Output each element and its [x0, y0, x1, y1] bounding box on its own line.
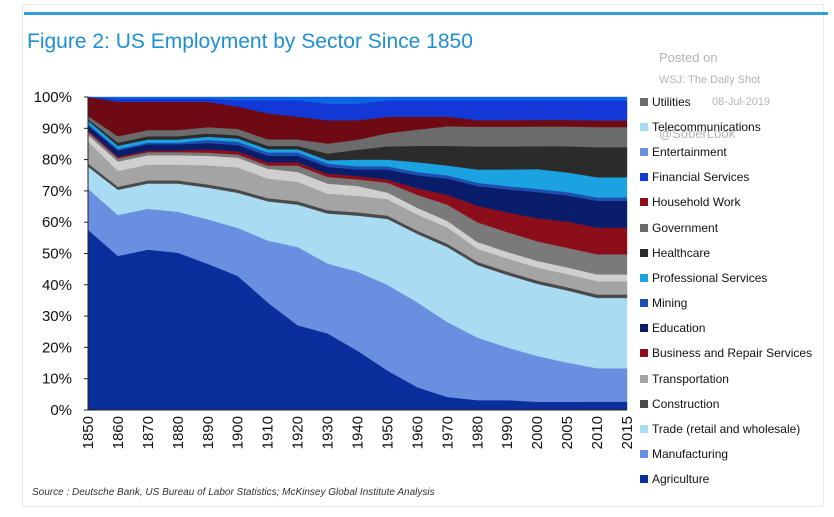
legend-label: Mining [652, 296, 688, 311]
x-tick-label: 1980 [469, 416, 486, 449]
x-tick-label: 1880 [170, 416, 187, 449]
y-tick-label: 0% [50, 402, 72, 419]
x-tick-label: 2015 [619, 416, 636, 449]
x-tick-label: 1910 [260, 416, 277, 449]
legend-label: Education [652, 321, 706, 336]
legend-item: Utilities [640, 89, 812, 114]
legend-item: Trade (retail and wholesale) [640, 416, 812, 441]
x-tick-label: 1920 [290, 416, 307, 449]
x-tick-label: 1970 [439, 416, 456, 449]
y-tick-label: 70% [42, 183, 72, 200]
y-tick-label: 40% [42, 277, 72, 294]
y-tick-label: 100% [34, 89, 72, 106]
legend-item: Professional Services [640, 265, 812, 290]
legend-swatch [640, 475, 648, 484]
header-rule [24, 12, 828, 15]
legend-swatch [640, 324, 648, 333]
y-tick-label: 10% [42, 371, 72, 388]
legend-swatch [640, 147, 648, 156]
x-tick-label: 1850 [80, 416, 97, 449]
legend-label: Entertainment [652, 144, 727, 159]
legend-item: Government [640, 215, 812, 240]
legend-swatch [640, 273, 648, 282]
legend-swatch [640, 349, 648, 358]
legend-swatch [640, 248, 648, 257]
legend-swatch [640, 425, 648, 434]
legend-item: Healthcare [640, 240, 812, 265]
x-tick-label: 1860 [110, 416, 127, 449]
x-tick-label: 1890 [200, 416, 217, 449]
legend-item: Business and Repair Services [640, 341, 812, 366]
legend-item: Agriculture [640, 467, 812, 492]
y-tick-label: 20% [42, 339, 72, 356]
x-tick-label: 2000 [529, 416, 546, 449]
legend-label: Financial Services [652, 170, 750, 185]
legend-swatch [640, 299, 648, 308]
y-tick-label: 50% [42, 246, 72, 263]
x-tick-label: 1990 [499, 416, 516, 449]
y-tick-label: 60% [42, 214, 72, 231]
y-tick-label: 30% [42, 308, 72, 325]
legend-swatch [640, 97, 648, 106]
legend-item: Telecommunications [640, 114, 812, 139]
legend-item: Household Work [640, 190, 812, 215]
legend-label: Healthcare [652, 245, 711, 260]
legend-item: Mining [640, 291, 812, 316]
x-tick-label: 1940 [350, 416, 367, 449]
legend-item: Education [640, 316, 812, 341]
watermark-source: WSJ: The Daily Shot [659, 74, 761, 86]
legend-swatch [640, 223, 648, 232]
watermark-posted: Posted on [659, 50, 718, 65]
x-tick-label: 1870 [140, 416, 157, 449]
y-tick-label: 80% [42, 152, 72, 169]
legend-swatch [640, 374, 648, 383]
legend-label: Construction [652, 396, 720, 411]
area-utilities [87, 96, 628, 104]
source-note: Source : Deutsche Bank, US Bureau of Lab… [32, 487, 435, 498]
legend-swatch [640, 198, 648, 207]
x-tick-label: 1950 [379, 416, 396, 449]
legend-label: Professional Services [652, 270, 768, 285]
legend-label: Business and Repair Services [652, 346, 813, 361]
legend-label: Manufacturing [652, 447, 729, 462]
legend-swatch [640, 399, 648, 408]
watermark-handle: @SoberLook [659, 126, 736, 141]
legend-item: Financial Services [640, 165, 812, 190]
legend-swatch [640, 450, 648, 459]
legend-swatch [640, 122, 648, 131]
x-tick-label: 1960 [409, 416, 426, 449]
x-tick-label: 2005 [559, 416, 576, 449]
legend-swatch [640, 173, 648, 182]
x-tick-label: 1900 [230, 416, 247, 449]
chart-legend: Utilities Telecommunications Entertainment… [640, 89, 812, 492]
legend-label: Utilities [652, 94, 691, 109]
legend-label: Government [652, 220, 719, 235]
x-tick-label: 1930 [320, 416, 337, 449]
x-tick-label: 2010 [589, 416, 606, 449]
legend-label: Telecommunications [652, 119, 761, 134]
legend-item: Transportation [640, 366, 812, 391]
legend-label: Agriculture [652, 472, 710, 487]
legend-item: Construction [640, 391, 812, 416]
y-tick-label: 90% [42, 120, 72, 137]
legend-label: Trade (retail and wholesale) [652, 422, 801, 437]
legend-item: Manufacturing [640, 442, 812, 467]
legend-label: Transportation [652, 371, 729, 386]
watermark-date: 08-Jul-2019 [712, 96, 771, 108]
chart-title: Figure 2: US Employment by Sector Since … [27, 30, 473, 53]
legend-item: Entertainment [640, 139, 812, 164]
legend-label: Household Work [652, 195, 741, 210]
